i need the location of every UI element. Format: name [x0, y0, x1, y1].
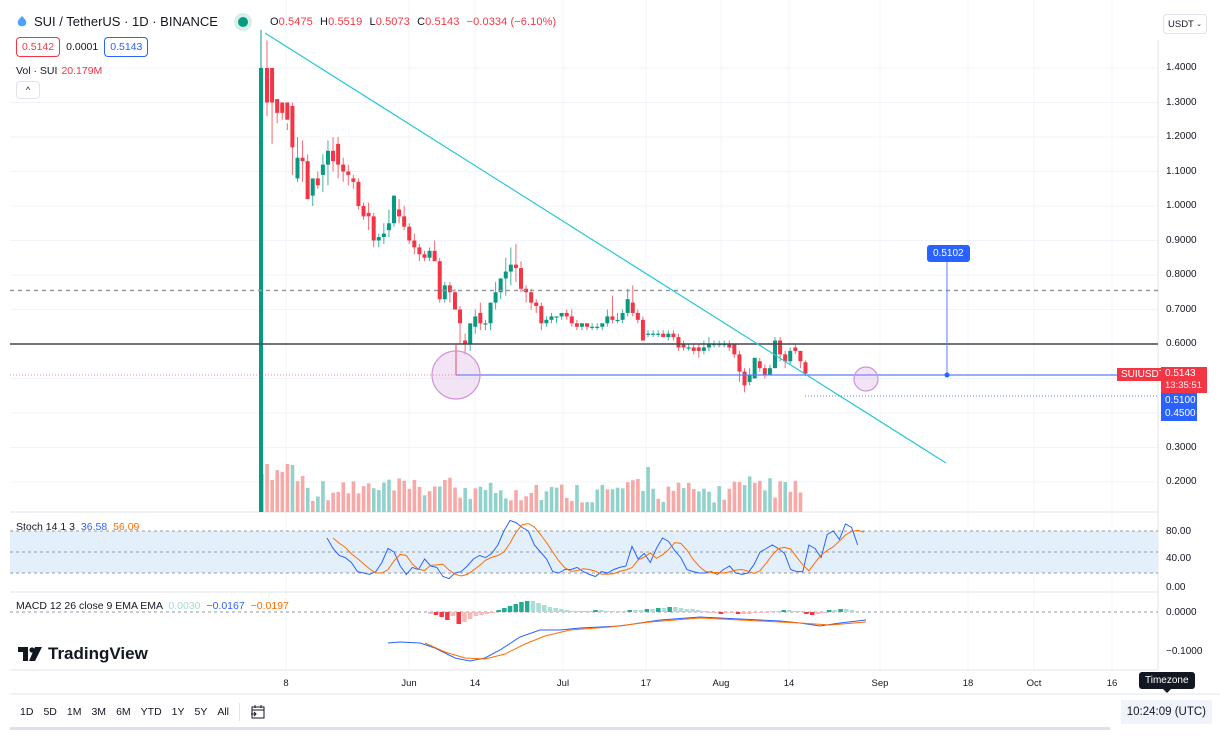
currency-select[interactable]: USDT ⌄	[1163, 14, 1207, 34]
time-axis-label: 16	[1106, 678, 1118, 689]
macd-legend[interactable]: MACD 12 26 close 9 EMA EMA 0.0030 −0.016…	[16, 600, 289, 612]
price-axis-tick: 0.9000	[1166, 234, 1197, 246]
chevron-up-icon: ^	[25, 85, 31, 95]
stoch-legend[interactable]: Stoch 14 1 3 36.58 56.09	[16, 521, 140, 533]
chevron-down-icon: ⌄	[1196, 21, 1202, 28]
price-axis-tick: 0.6000	[1166, 338, 1197, 349]
tradingview-logo[interactable]: TradingView	[18, 644, 148, 664]
market-status-dot	[237, 16, 248, 27]
time-axis-label: 8	[283, 678, 289, 689]
ohlc-values: O0.5475 H0.5519 L0.5073 C0.5143 −0.0334 …	[269, 15, 557, 28]
price-axis-tick: 1.0000	[1166, 200, 1197, 211]
time-scroll-strip[interactable]	[10, 727, 1110, 730]
time-axis-label: 14	[469, 678, 481, 689]
time-axis-label: Aug	[712, 678, 730, 689]
sui-logo-icon	[17, 15, 27, 26]
price-axis-tick: 0.2000	[1166, 476, 1197, 487]
price-axis-tick: 0.8000	[1166, 269, 1197, 280]
time-axis-label: Jun	[401, 678, 417, 689]
symbol-legend: SUI / TetherUS · 1D · BINANCE O0.5475 H0…	[16, 14, 556, 29]
spread-value: 0.0001	[66, 41, 99, 53]
toolbar-separator	[239, 703, 241, 721]
last-price-tag: 0.5143 13:35:51	[1161, 367, 1207, 393]
range-ytd[interactable]: YTD	[140, 706, 162, 718]
tradingview-logo-icon	[18, 647, 42, 661]
price-axis-tick: 0.3000	[1166, 441, 1197, 453]
price-axis-tick: 1.2000	[1166, 131, 1197, 142]
time-axis-label: Jul	[556, 678, 570, 689]
timezone-clock[interactable]: 10:24:09 (UTC)	[1120, 700, 1212, 724]
symbol-title[interactable]: SUI / TetherUS · 1D · BINANCE	[34, 14, 218, 29]
price-axis-tick: 0.7000	[1166, 303, 1197, 315]
buy-button[interactable]: 0.5143	[104, 37, 149, 57]
stoch-axis-0: 0.00	[1166, 582, 1186, 593]
timezone-tooltip: Timezone	[1139, 672, 1195, 693]
bottom-toolbar: 1D 5D 1M 3M 6M YTD 1Y 5Y All	[0, 698, 1220, 726]
measure-label[interactable]: 0.5102	[927, 245, 970, 262]
range-1d[interactable]: 1D	[20, 706, 34, 718]
range-1m[interactable]: 1M	[66, 706, 82, 718]
price-axis-tick: 1.1000	[1166, 165, 1197, 177]
time-axis-label: 17	[640, 678, 652, 689]
trade-buttons: 0.5142 0.0001 0.5143	[16, 37, 149, 57]
range-5y[interactable]: 5Y	[194, 706, 208, 718]
collapse-legend-button[interactable]: ^	[16, 81, 40, 99]
time-axis-label: Oct	[1026, 678, 1042, 689]
calendar-goto-icon[interactable]	[250, 704, 266, 720]
stoch-axis-40: 40.00	[1166, 553, 1192, 564]
sell-button[interactable]: 0.5142	[16, 37, 61, 57]
volume-legend: Vol · SUI 20.179M	[16, 65, 103, 77]
time-axis-label: 18	[962, 678, 974, 689]
time-axis-label: Sep	[871, 678, 889, 689]
price-axis-tick: 1.3000	[1166, 96, 1197, 108]
macd-axis-0: 0.0000	[1166, 607, 1197, 618]
stoch-axis-80: 80.00	[1166, 526, 1192, 537]
symbol-price-tag: SUIUSDT	[1117, 368, 1169, 381]
range-3m[interactable]: 3M	[91, 706, 107, 718]
range-1y[interactable]: 1Y	[171, 706, 185, 718]
range-5d[interactable]: 5D	[43, 706, 57, 718]
price-axis-tick: 1.4000	[1166, 62, 1197, 73]
macd-axis-neg: −0.1000	[1166, 646, 1203, 657]
range-all[interactable]: All	[217, 706, 230, 718]
time-axis-label: 14	[783, 678, 795, 689]
range-6m[interactable]: 6M	[116, 706, 131, 718]
range-price-tag: 0.5100 0.4500	[1161, 393, 1197, 421]
